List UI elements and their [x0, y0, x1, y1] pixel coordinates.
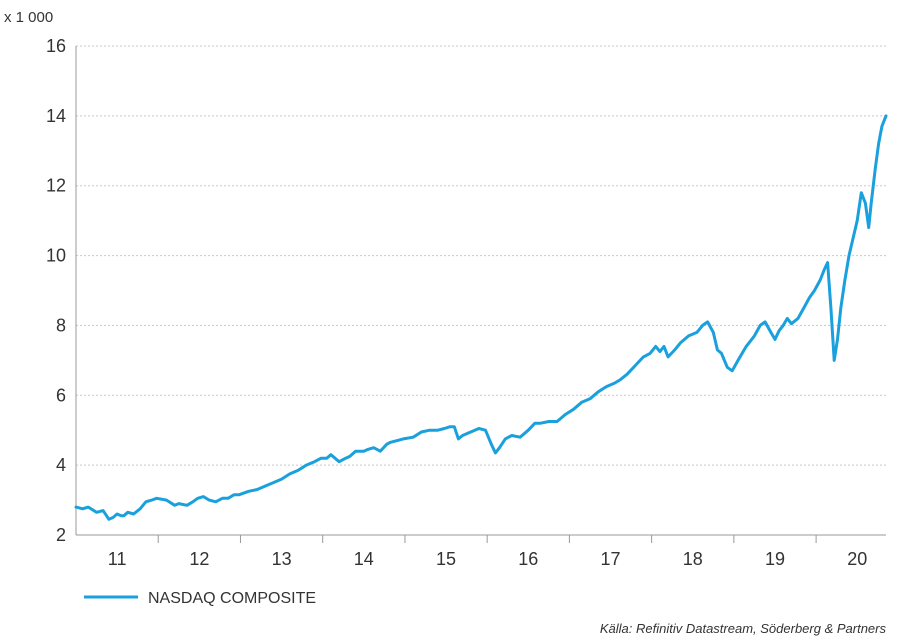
x-tick-label: 15 [436, 549, 456, 569]
y-tick-label: 14 [46, 106, 66, 126]
series-line-nasdaq-composite [74, 114, 888, 521]
y-tick-label: 16 [46, 36, 66, 56]
x-tick-labels: 11 12 13 14 15 16 17 18 19 20 [108, 549, 867, 569]
y-tick-label: 2 [56, 525, 66, 545]
x-tick-label: 11 [108, 549, 127, 569]
legend: NASDAQ COMPOSITE [84, 590, 316, 607]
x-tick-label: 17 [601, 549, 621, 569]
y-tick-label: 8 [56, 315, 66, 335]
y-tick-label: 4 [56, 455, 66, 475]
x-tick-label: 16 [518, 549, 538, 569]
source-note: Källa: Refinitiv Datastream, Söderberg &… [600, 621, 887, 636]
x-tick-label: 19 [765, 549, 785, 569]
x-tick-label: 20 [847, 549, 867, 569]
x-tick-label: 14 [354, 549, 374, 569]
x-tick-label: 18 [683, 549, 703, 569]
y-unit-label: x 1 000 [4, 9, 53, 26]
x-tick-label: 13 [272, 549, 292, 569]
x-tick-label: 12 [189, 549, 209, 569]
y-tick-labels: 2 4 6 8 10 12 14 16 [46, 36, 66, 545]
y-tick-label: 6 [56, 385, 66, 405]
legend-label: NASDAQ COMPOSITE [148, 590, 316, 607]
y-tick-label: 10 [46, 246, 66, 266]
gridlines [76, 45, 886, 466]
y-tick-label: 12 [46, 176, 66, 196]
axes [75, 46, 886, 543]
